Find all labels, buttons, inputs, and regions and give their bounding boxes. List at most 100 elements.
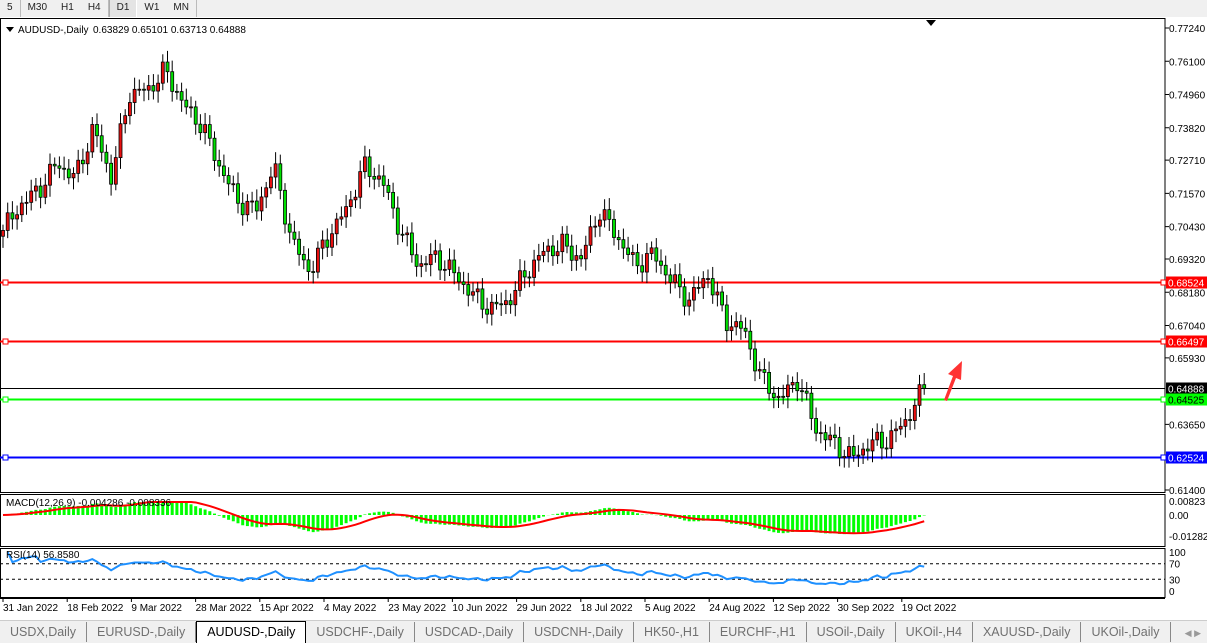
bearish-candle <box>184 99 189 108</box>
bearish-candle <box>508 300 513 306</box>
shift-marker-icon[interactable] <box>926 20 936 26</box>
macd-histogram-bar <box>104 504 108 515</box>
macd-histogram-bar <box>509 515 513 527</box>
macd-histogram-bar <box>612 508 616 515</box>
macd-histogram-bar <box>354 515 357 520</box>
bearish-candle <box>301 253 306 261</box>
bullish-candle <box>5 212 10 231</box>
bullish-candle <box>598 219 602 227</box>
chart-tab[interactable]: EURCHF-,H1 <box>710 622 807 642</box>
bullish-candle <box>856 454 861 457</box>
line-handle[interactable] <box>1160 396 1167 403</box>
bearish-candle <box>814 418 818 434</box>
macd-histogram-bar <box>156 502 160 515</box>
macd-histogram-bar <box>316 515 320 532</box>
bearish-candle <box>226 175 231 185</box>
chart-tab[interactable]: USDCNH-,Daily <box>524 622 635 642</box>
macd-histogram-bar <box>748 515 752 527</box>
tab-scroll-arrows-icon[interactable]: ◀ ▶ <box>1184 628 1201 638</box>
macd-histogram-bar <box>720 515 724 522</box>
bullish-candle <box>330 233 334 248</box>
timeframe-d1[interactable]: D1 <box>108 0 138 17</box>
macd-histogram-bar <box>758 515 762 529</box>
macd-histogram-bar <box>382 511 386 515</box>
line-handle[interactable] <box>2 454 9 461</box>
timeframe-5[interactable]: 5 <box>7 2 13 13</box>
bullish-candle <box>348 199 353 208</box>
macd-histogram-bar <box>805 515 809 531</box>
date-tick-label: 24 Aug 2022 <box>709 603 766 614</box>
bullish-candle <box>776 395 781 398</box>
bullish-candle <box>315 247 320 273</box>
macd-histogram-bar <box>142 502 146 515</box>
macd-histogram-bar <box>485 515 489 529</box>
date-tick-label: 23 May 2022 <box>388 603 446 614</box>
bullish-candle <box>560 233 565 253</box>
bearish-candle <box>865 448 870 452</box>
chart-tab[interactable]: EURUSD-,Daily <box>87 622 197 642</box>
macd-histogram-bar <box>457 515 461 526</box>
chart-tab[interactable]: USOil-,Daily <box>807 622 896 642</box>
up-arrow-annotation[interactable] <box>944 361 962 401</box>
bearish-candle <box>165 61 170 73</box>
date-tick-label: 4 May 2022 <box>324 603 377 614</box>
macd-histogram-bar <box>824 515 827 534</box>
macd-histogram-bar <box>504 515 508 527</box>
macd-histogram-bar <box>81 505 85 515</box>
line-handle[interactable] <box>1160 454 1167 461</box>
timeframe-w1[interactable]: W1 <box>144 2 160 13</box>
chart-area[interactable]: 0.77240 0.76100 0.74960 0.73820 0.72710 0.715… <box>0 0 1207 620</box>
line-handle[interactable] <box>1160 338 1167 345</box>
chart-tab[interactable]: UKOil-,H4 <box>896 622 973 642</box>
timeframe-h1[interactable]: H1 <box>61 2 74 13</box>
timeframe-m30[interactable]: M30 <box>27 2 48 13</box>
chart-tab[interactable]: USDCHF-,Daily <box>306 622 415 642</box>
chart-tab[interactable]: USDX,Daily <box>0 622 87 642</box>
bearish-candle <box>626 247 630 255</box>
bullish-candle <box>828 434 833 441</box>
bearish-candle <box>240 202 245 216</box>
line-handle[interactable] <box>2 396 9 403</box>
bullish-candle <box>334 218 339 235</box>
macd-histogram-bar <box>227 515 231 520</box>
macd-histogram-bar <box>236 515 240 524</box>
macd-histogram-bar <box>57 506 61 515</box>
bullish-candle <box>259 196 264 212</box>
bearish-candle <box>739 321 743 329</box>
line-handle[interactable] <box>2 279 9 286</box>
line-handle[interactable] <box>2 338 9 345</box>
macd-histogram-bar <box>72 506 75 515</box>
bullish-candle <box>268 176 273 189</box>
macd-histogram-bar <box>194 506 198 515</box>
macd-histogram-bar <box>184 502 188 515</box>
chart-tab[interactable]: UKOil-,Daily <box>1081 622 1171 642</box>
price-label: 0.66497 <box>1168 338 1205 349</box>
timeframe-h4[interactable]: H4 <box>87 2 101 13</box>
chart-tab[interactable]: XAUUSD-,Daily <box>973 622 1082 642</box>
header-dropdown-icon[interactable] <box>6 27 14 32</box>
chart-tab[interactable]: USDCAD-,Daily <box>415 622 525 642</box>
bullish-candle <box>706 278 710 280</box>
macd-histogram-bar <box>495 515 498 528</box>
bearish-candle <box>306 259 311 272</box>
price-label-bg <box>1166 393 1207 406</box>
chart-tab[interactable]: AUDUSD-,Daily <box>196 621 307 643</box>
macd-histogram-bar <box>433 515 437 524</box>
macd-histogram-bar <box>330 515 334 529</box>
bullish-candle <box>645 253 649 273</box>
macd-histogram-bar <box>621 510 625 515</box>
macd-histogram-bar <box>283 515 287 525</box>
macd-histogram-bar <box>368 513 372 515</box>
macd-histogram-bar <box>537 515 541 519</box>
bearish-candle <box>851 446 856 456</box>
line-handle[interactable] <box>1160 279 1167 286</box>
timeframe-mn[interactable]: MN <box>173 2 189 13</box>
bearish-candle <box>311 271 316 273</box>
macd-histogram-bar <box>903 515 907 523</box>
chart-tab[interactable]: HK50-,H1 <box>634 622 710 642</box>
bullish-candle <box>377 175 381 180</box>
macd-histogram-bar <box>659 515 663 516</box>
macd-histogram-bar <box>542 515 545 517</box>
bullish-candle <box>489 301 494 315</box>
bullish-candle <box>790 382 795 386</box>
